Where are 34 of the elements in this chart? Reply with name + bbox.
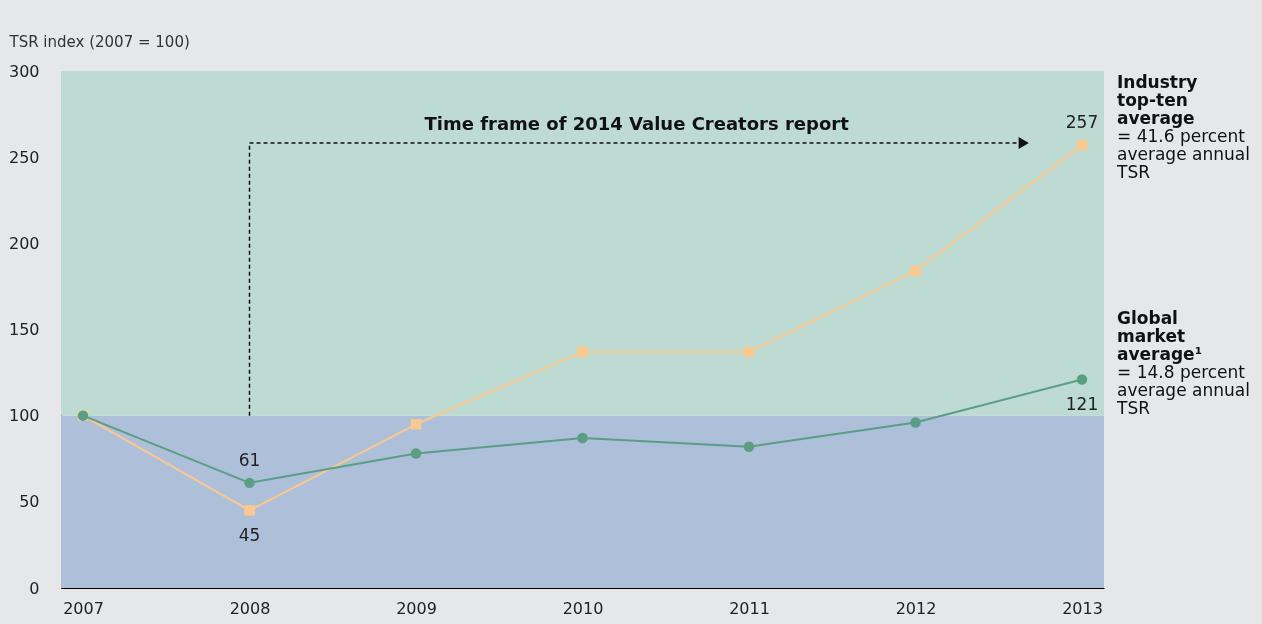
point [577, 346, 588, 358]
annotation: Time frame of 2014 Value Creators report [424, 113, 850, 134]
point [410, 419, 422, 430]
y-tick-label: 0 [29, 578, 40, 598]
data-label: 257 [1065, 112, 1099, 133]
x-tick-label: 2012 [895, 598, 937, 618]
y-tick-label: 250 [8, 147, 40, 167]
point [743, 441, 755, 452]
x-tick-label: 2009 [396, 598, 437, 618]
x-tick-label: 2011 [729, 598, 770, 618]
x-tick-label: 2013 [1062, 598, 1103, 618]
point [244, 477, 255, 489]
x-tick-label: 2008 [229, 598, 271, 618]
y-tick-label: 300 [8, 61, 40, 81]
point [743, 346, 755, 358]
y-tick-label: 200 [8, 233, 40, 253]
point [910, 417, 921, 428]
y-tick-label: 150 [8, 320, 40, 339]
point [1076, 139, 1088, 151]
series-label: Industry top-ten average [1117, 72, 1198, 129]
point [1076, 374, 1088, 385]
data-label: 61 [238, 449, 261, 470]
series-label: Global market average¹ [1117, 308, 1203, 365]
y-axis-title: TSR index (2007 = 100) [8, 32, 190, 51]
data-label: 45 [238, 525, 261, 546]
point [410, 448, 422, 459]
point [910, 265, 921, 277]
point [244, 505, 255, 516]
y-tick-label: 100 [8, 406, 40, 426]
y-tick-label: 50 [19, 492, 40, 512]
point [577, 432, 588, 444]
x-tick-label: 2010 [562, 598, 604, 618]
x-tick-label: 2007 [63, 598, 104, 618]
data-label: 121 [1065, 394, 1099, 415]
